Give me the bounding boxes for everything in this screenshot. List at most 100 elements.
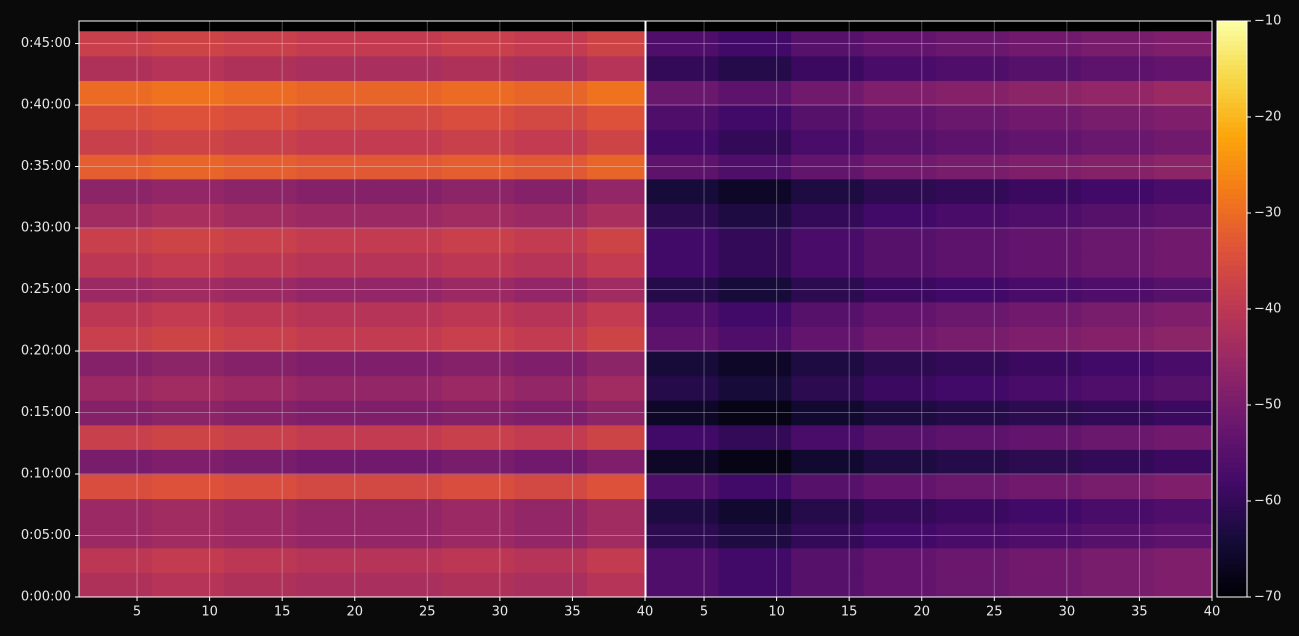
- colorbar-slice: [1217, 318, 1247, 324]
- heat-cell: [586, 498, 646, 524]
- heat-cell: [151, 252, 225, 278]
- heat-cell: [791, 375, 865, 401]
- heat-cell: [586, 154, 646, 180]
- heat-cell: [718, 351, 792, 377]
- heat-cell: [936, 351, 1010, 377]
- colorbar-slice: [1217, 222, 1247, 228]
- colorbar-slice: [1217, 280, 1247, 286]
- heat-cell: [514, 326, 588, 352]
- colorbar-slice: [1217, 270, 1247, 276]
- heat-cell: [514, 498, 588, 524]
- heat-cell: [586, 400, 646, 426]
- heat-cell: [586, 301, 646, 327]
- colorbar-slice: [1217, 45, 1247, 51]
- heat-cell: [79, 498, 153, 524]
- heat-cell: [514, 55, 588, 81]
- heat-cell: [1008, 375, 1082, 401]
- heat-cell: [936, 252, 1010, 278]
- heat-cell: [151, 31, 225, 57]
- heat-cell: [1153, 105, 1213, 131]
- heat-cell: [646, 547, 720, 573]
- heat-cell: [224, 203, 298, 229]
- heat-cell: [646, 252, 720, 278]
- colorbar-slice: [1217, 414, 1247, 420]
- heat-cell: [441, 547, 515, 573]
- colorbar-slice: [1217, 486, 1247, 492]
- heat-cell: [1008, 572, 1082, 598]
- heat-cell: [791, 301, 865, 327]
- heat-cell: [369, 449, 443, 475]
- colorbar-slice: [1217, 160, 1247, 166]
- colorbar-slice: [1217, 400, 1247, 406]
- heat-cell: [1008, 228, 1082, 254]
- heat-cell: [514, 301, 588, 327]
- colorbar-slice: [1217, 169, 1247, 176]
- y-tick-label: 0:40:00: [21, 98, 71, 113]
- heat-cell: [441, 277, 515, 303]
- heat-cell: [1081, 498, 1155, 524]
- heat-cell: [296, 31, 370, 57]
- heat-cell: [151, 424, 225, 450]
- heat-cell: [514, 400, 588, 426]
- heat-cell: [718, 203, 792, 229]
- heat-cell: [791, 498, 865, 524]
- heat-cell: [1153, 80, 1213, 106]
- colorbar-slice: [1217, 78, 1247, 84]
- heat-cell: [718, 424, 792, 450]
- heat-cell: [441, 474, 515, 500]
- heat-cell: [369, 277, 443, 303]
- heat-cell: [791, 400, 865, 426]
- colorbar-slice: [1217, 539, 1247, 545]
- colorbar-slice: [1217, 510, 1247, 516]
- heat-cell: [791, 31, 865, 57]
- heat-cell: [863, 498, 937, 524]
- colorbar-slice: [1217, 131, 1247, 137]
- heat-cell: [1008, 154, 1082, 180]
- colorbar-slice: [1217, 549, 1247, 555]
- heat-cell: [296, 252, 370, 278]
- colorbar-slice: [1217, 217, 1247, 224]
- heat-cell: [151, 375, 225, 401]
- heat-cell: [1153, 178, 1213, 204]
- colorbar-slice: [1217, 525, 1247, 531]
- heat-cell: [296, 129, 370, 155]
- heat-cell: [791, 154, 865, 180]
- heat-cell: [224, 105, 298, 131]
- colorbar-slice: [1217, 69, 1247, 75]
- colorbar-slice: [1217, 193, 1247, 200]
- heat-cell: [1081, 375, 1155, 401]
- heat-cell: [79, 129, 153, 155]
- heat-cell: [1008, 80, 1082, 106]
- heat-cell: [514, 80, 588, 106]
- heat-cell: [296, 474, 370, 500]
- x-tick-label: 40: [637, 605, 654, 620]
- heat-cell: [369, 55, 443, 81]
- heat-cell: [151, 523, 225, 549]
- colorbar-slice: [1217, 405, 1247, 411]
- colorbar-slice: [1217, 21, 1247, 27]
- heat-cell: [586, 351, 646, 377]
- colorbar-tick-label: −60: [1254, 494, 1281, 509]
- x-tick-label: 30: [1059, 605, 1076, 620]
- heat-cell: [586, 474, 646, 500]
- heat-cell: [586, 55, 646, 81]
- heat-cell: [1153, 228, 1213, 254]
- heat-cell: [646, 572, 720, 598]
- heat-cell: [718, 400, 792, 426]
- heat-cell: [586, 424, 646, 450]
- heat-cell: [1008, 547, 1082, 573]
- colorbar-tick-label: −40: [1254, 302, 1281, 317]
- colorbar-slice: [1217, 453, 1247, 459]
- heat-cell: [936, 80, 1010, 106]
- colorbar-slice: [1217, 568, 1247, 574]
- heat-cell: [514, 547, 588, 573]
- heat-cell: [863, 301, 937, 327]
- heat-cell: [224, 129, 298, 155]
- colorbar-slice: [1217, 141, 1247, 147]
- colorbar-slice: [1217, 582, 1247, 588]
- colorbar-slice: [1217, 357, 1247, 363]
- heat-cell: [1153, 277, 1213, 303]
- heat-cell: [1153, 474, 1213, 500]
- heat-cell: [151, 474, 225, 500]
- y-tick-label: 0:10:00: [21, 467, 71, 482]
